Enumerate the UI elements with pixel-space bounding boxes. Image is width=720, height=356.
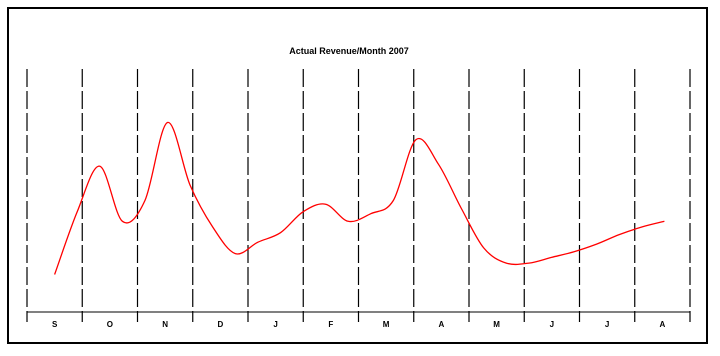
chart-frame: Actual Revenue/Month 2007 S O N D J F M A M J J A (7, 7, 708, 344)
x-tick-label: A (438, 320, 444, 329)
x-tick-label: J (550, 320, 554, 329)
x-tick-label: O (107, 320, 113, 329)
x-tick-label: M (493, 320, 500, 329)
x-tick-label: M (383, 320, 390, 329)
x-tick-label: J (273, 320, 277, 329)
chart-title: Actual Revenue/Month 2007 (289, 46, 409, 56)
line-chart: Actual Revenue/Month 2007 S O N D J F M A M J J A (26, 46, 691, 329)
x-tick-label: D (217, 320, 223, 329)
x-tick-label: J (605, 320, 609, 329)
series-line (53, 121, 665, 275)
x-tick-label: S (52, 320, 58, 329)
x-tick-label: F (328, 320, 333, 329)
x-tick-label: A (659, 320, 665, 329)
x-tick-label: N (162, 320, 168, 329)
